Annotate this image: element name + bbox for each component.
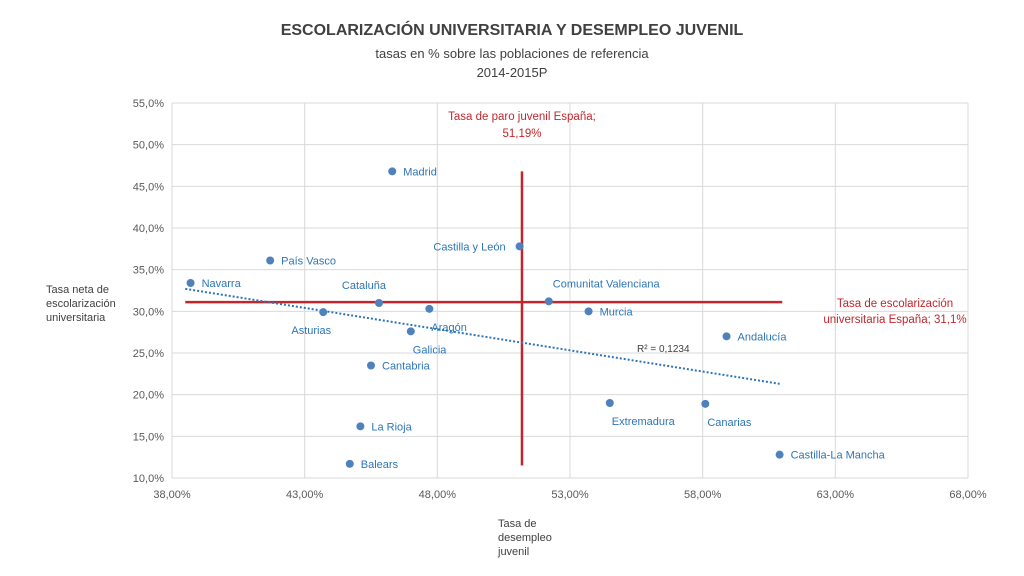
data-point [356,422,365,431]
data-point [515,242,524,251]
data-point [406,327,415,336]
data-point-label: Galicia [413,344,448,356]
x-tick-label: 38,00% [153,489,191,501]
data-point [425,304,434,313]
y-tick-label: 35,0% [133,265,164,277]
data-point-label: Extremadura [612,416,676,428]
data-point-label: Castilla y León [433,241,505,253]
data-point [186,279,195,287]
y-tick-label: 30,0% [133,306,164,318]
vertical-reference-label: Tasa de paro juvenil España; [448,111,596,123]
data-point [584,307,593,316]
y-tick-label: 20,0% [133,390,164,402]
horizontal-reference-label: universitaria España; 31,1% [823,314,966,326]
chart-subtitle: tasas en % sobre las poblaciones de refe… [375,46,649,61]
y-tick-label: 10,0% [133,473,164,485]
chart-title: ESCOLARIZACIÓN UNIVERSITARIA Y DESEMPLEO… [280,22,744,39]
vertical-reference-label: 51,19% [502,128,541,140]
data-point [374,299,383,307]
data-point-label: Castilla-La Mancha [791,450,886,462]
x-tick-label: 43,00% [286,489,324,501]
data-point [266,256,275,265]
x-tick-label: 53,00% [551,489,589,501]
data-point [605,399,614,407]
data-point [701,399,710,408]
data-point [388,167,397,176]
data-point [775,450,784,459]
data-point-label: Cantabria [382,361,431,373]
data-point [319,308,328,317]
data-point-label: Navarra [202,278,242,290]
y-tick-label: 25,0% [133,348,164,360]
data-point-label: Canarias [707,417,752,429]
data-point [544,297,553,306]
x-tick-label: 63,00% [817,489,855,501]
x-tick-label: 68,00% [949,489,987,501]
grid-lines [171,102,969,479]
trendline [185,287,780,385]
data-point-label: Aragón [431,322,466,334]
data-point-label: La Rioja [371,421,412,433]
data-point [722,332,731,341]
x-tick-label: 48,00% [419,489,457,501]
data-point-label: País Vasco [281,256,336,268]
y-tick-label: 40,0% [133,223,164,235]
axis-ticks: 10,0% 15,0% 20,0% 25,0% 30,0% 35,0% 40,0% 45,0%… [133,98,987,501]
data-points: Navarra País Vasco Asturias Cataluña Madrid C… [186,166,886,471]
x-axis-label: Tasa de desempleo juvenil [498,518,552,558]
reference-lines: Tasa de paro juvenil España; 51,19% Tasa d… [185,111,967,466]
data-point [367,361,375,370]
x-tick-label: 58,00% [684,489,722,501]
horizontal-reference-label: Tasa de escolarización [837,298,953,310]
r-squared-label: R² = 0,1234 [637,344,690,355]
y-tick-label: 55,0% [133,98,164,110]
data-point [345,459,354,468]
data-point-label: Murcia [600,306,634,318]
data-point-label: Andalucía [738,331,788,343]
y-tick-label: 15,0% [133,431,164,443]
y-tick-label: 50,0% [133,140,164,152]
y-axis-label: Tasa neta de escolarización universitari… [46,284,116,324]
chart-period: 2014-2015P [476,65,548,80]
data-point-label: Asturias [291,325,331,337]
data-point-label: Cataluña [342,280,387,292]
data-point-label: Madrid [403,166,437,178]
data-point-label: Balears [361,459,399,471]
trendline-group: R² = 0,1234 [185,287,780,385]
data-point-label: Comunitat Valenciana [553,278,661,290]
y-tick-label: 45,0% [133,181,164,193]
